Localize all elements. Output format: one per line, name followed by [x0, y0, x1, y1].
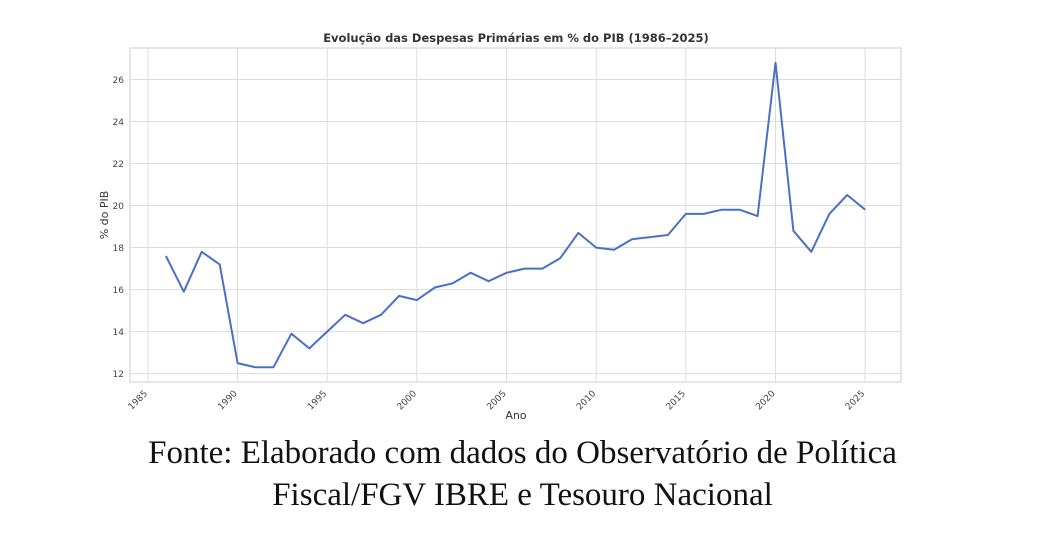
plot-area	[129, 47, 902, 383]
x-axis-label: Ano	[505, 409, 526, 422]
y-tick-label: 22	[113, 160, 124, 170]
y-axis-label: % do PIB	[98, 191, 111, 240]
y-tick-label: 14	[113, 328, 125, 338]
x-tick-label: 2000	[396, 389, 419, 412]
y-tick-label: 18	[113, 244, 125, 254]
x-tick-label: 1985	[127, 389, 150, 412]
x-tick-label: 2025	[844, 389, 867, 412]
x-tick-label: 1990	[216, 389, 239, 412]
x-tick-label: 2020	[754, 389, 777, 412]
y-tick-label: 16	[113, 286, 125, 296]
y-tick-label: 20	[113, 202, 125, 212]
caption-line-1: Fonte: Elaborado com dados do Observatór…	[148, 435, 897, 471]
series-line	[165, 61, 866, 369]
line-chart: Evolução das Despesas Primárias em % do …	[98, 31, 902, 422]
y-tick-label: 12	[113, 370, 124, 380]
x-tick-label: 1995	[306, 389, 329, 412]
x-tick-label: 2015	[665, 389, 688, 412]
x-tick-label: 2010	[575, 389, 598, 412]
y-tick-label: 24	[113, 118, 125, 128]
caption-line-2: Fiscal/FGV IBRE e Tesouro Nacional	[272, 477, 773, 513]
source-caption: Fonte: Elaborado com dados do Observatór…	[0, 432, 1045, 516]
y-tick-label: 26	[113, 76, 125, 86]
chart-title: Evolução das Despesas Primárias em % do …	[323, 31, 709, 45]
